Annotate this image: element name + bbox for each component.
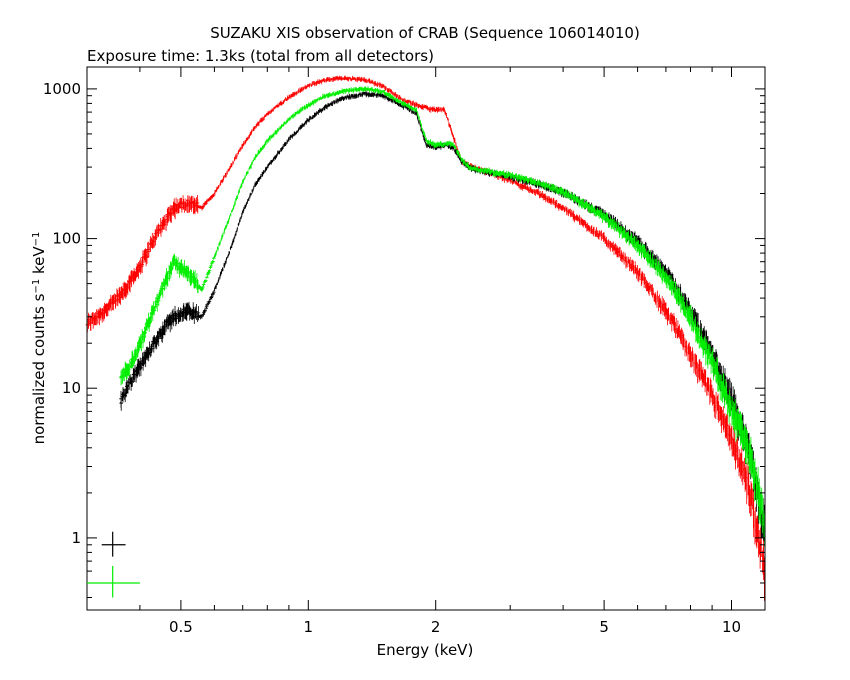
legend-marker: [101, 531, 126, 557]
x-tick-label: 5: [599, 618, 609, 636]
x-tick-label: 1: [304, 618, 314, 636]
y-axis-label-base: normalized counts s: [30, 293, 48, 444]
chart-title: SUZAKU XIS observation of CRAB (Sequence…: [210, 24, 640, 42]
plot-frame: [86, 66, 766, 611]
x-axis-label: Energy (keV): [377, 641, 474, 659]
x-tick-label: 2: [431, 618, 441, 636]
y-axis-label-mid: keV: [30, 246, 48, 279]
y-tick-label: 1000: [43, 80, 81, 98]
data-marks: [85, 75, 766, 601]
axis-ticks: 0.5 1 2 5 10 1 10 100 1000: [43, 67, 765, 636]
series-0: [85, 75, 766, 601]
x-tick-label: 0.5: [169, 618, 193, 636]
y-axis-label-sup2: −1: [31, 232, 42, 247]
y-tick-label: 1: [71, 529, 81, 547]
series-1: [119, 86, 766, 548]
y-axis-label-sup1: −1: [31, 279, 42, 294]
legend-marker: [87, 565, 140, 598]
y-axis-label: normalized counts s−1 keV−1: [30, 232, 48, 445]
series-errorbars: [119, 86, 766, 548]
y-tick-label: 10: [62, 379, 81, 397]
chart-subtitle: Exposure time: 1.3ks (total from all det…: [87, 47, 434, 65]
legend: [87, 531, 140, 598]
x-tick-label: 10: [722, 618, 741, 636]
y-tick-label: 100: [52, 230, 81, 248]
series-errorbars: [85, 75, 765, 601]
